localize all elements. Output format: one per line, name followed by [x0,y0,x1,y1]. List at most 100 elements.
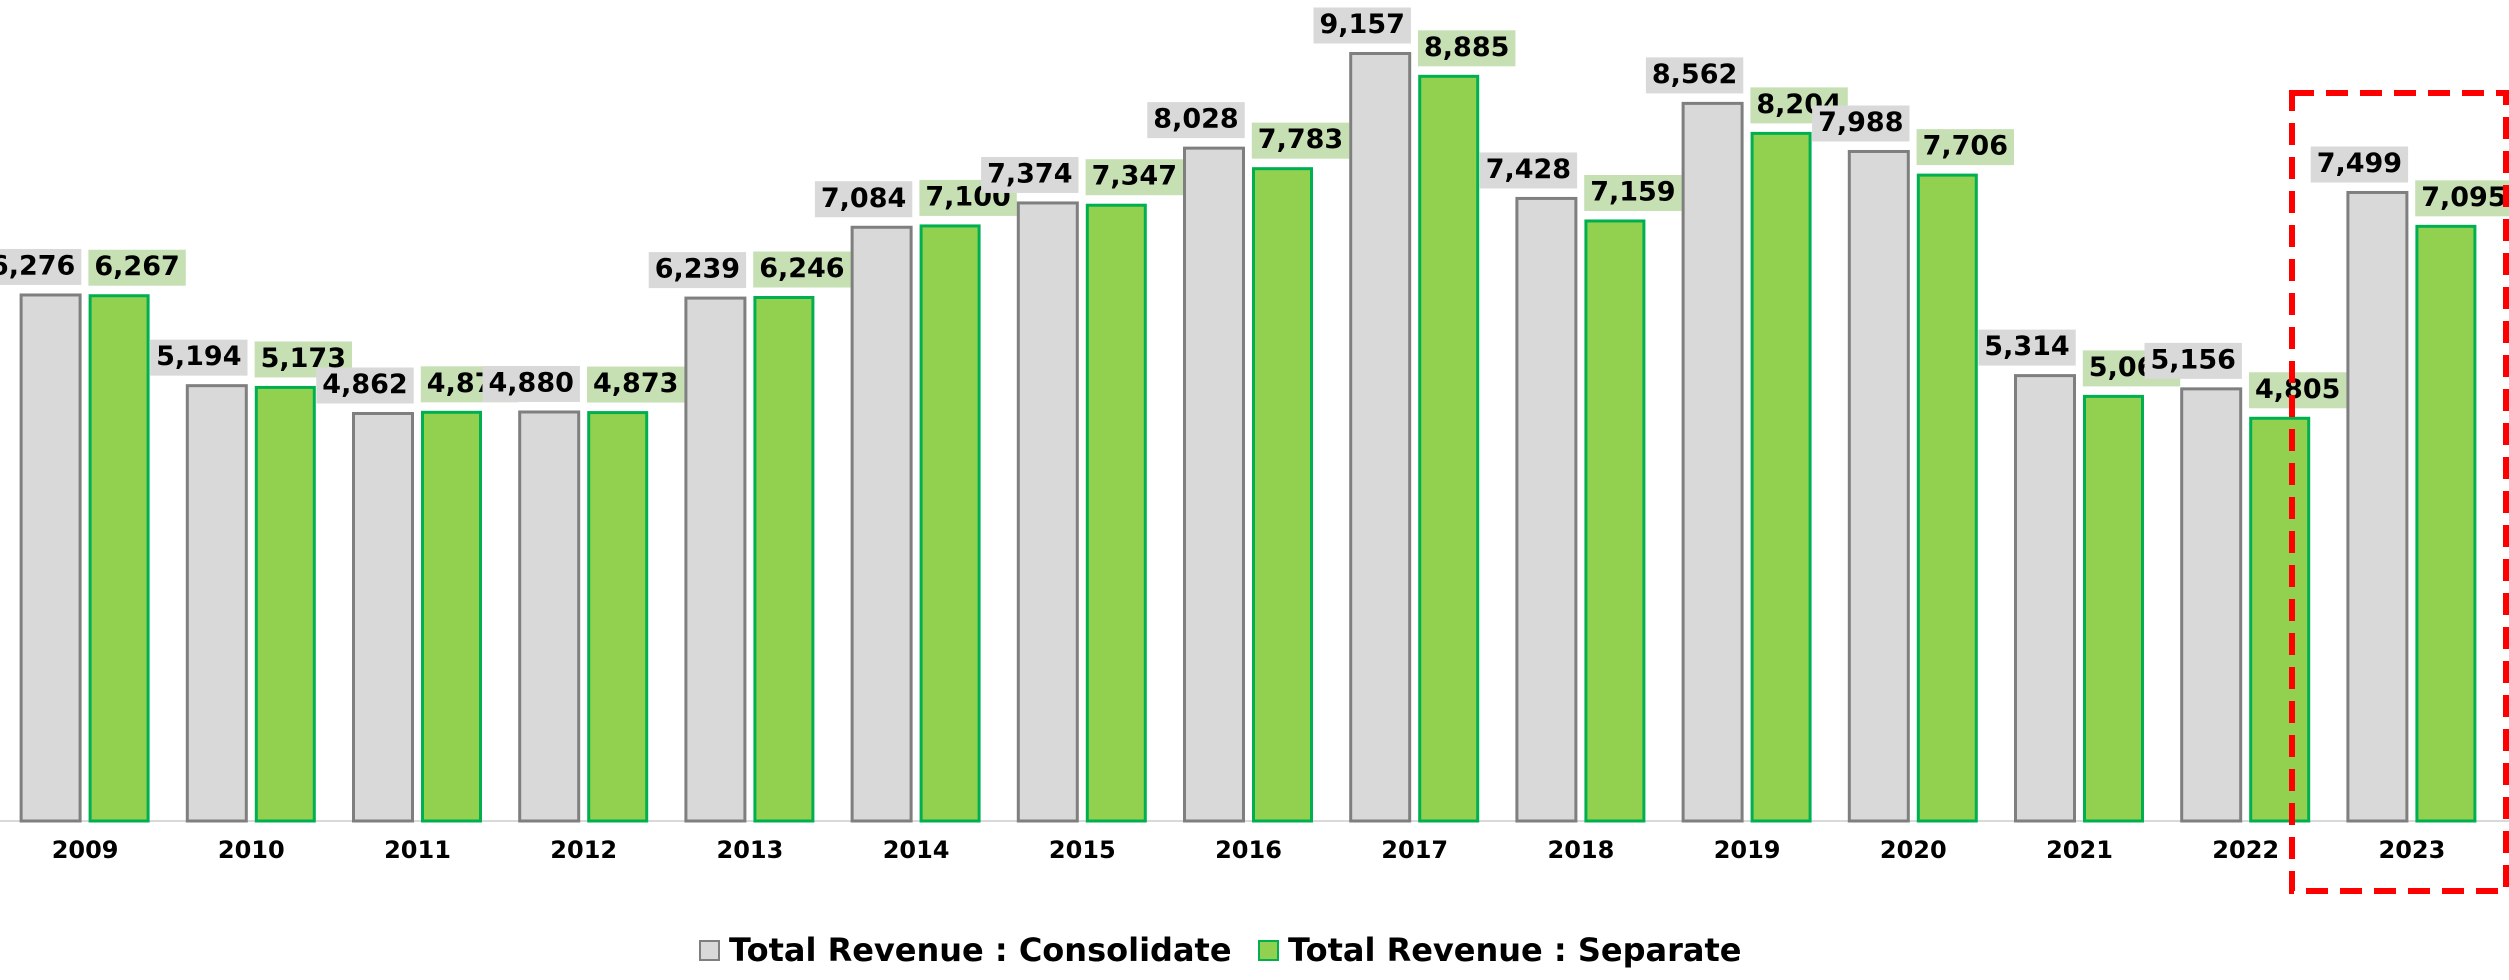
data-label-bg [482,365,580,402]
x-tick-label: 2013 [717,836,784,864]
bar [1515,196,1578,823]
bar [421,410,482,823]
bar [587,411,649,823]
data-label: 7,084 [821,183,906,214]
data-label: 7,159 [1590,176,1675,207]
data-label: 9,157 [1319,9,1404,40]
data-label-bg [1978,329,2076,366]
bar [2083,394,2144,823]
highlight-box [2289,90,2509,894]
data-label: 8,885 [1424,32,1509,63]
data-label-bg [1417,30,1516,67]
data-label-bg [316,367,414,404]
data-label: 7,428 [1486,154,1571,185]
data-label: 4,873 [593,368,678,399]
x-tick-label: 2019 [1714,836,1781,864]
bar [2346,190,2409,823]
bar [1750,131,1812,823]
bar [2249,416,2311,823]
data-label-bg [88,249,186,286]
x-tick-label: 2010 [218,836,285,864]
bar [2415,224,2477,823]
x-tick-label: 2012 [550,836,617,864]
x-tick-label: 2020 [1880,836,1947,864]
data-label: 7,783 [1258,124,1343,155]
bar [919,224,981,823]
data-label: 4,880 [488,367,573,398]
bar [753,295,815,823]
x-tick-label: 2014 [883,836,950,864]
data-label: 4,862 [322,369,407,400]
data-label-bg [2415,180,2509,217]
bar [1016,201,1079,823]
data-label-bg [0,248,82,285]
data-label-bg [1085,159,1184,196]
data-label: 5,194 [156,341,241,372]
data-label-bg [1916,129,2015,166]
data-label: 7,095 [2421,182,2506,213]
bar [1183,146,1245,823]
data-label: 6,267 [94,251,179,282]
x-tick-label: 2017 [1381,836,1448,864]
data-label-bg [1313,7,1411,44]
bar [1085,203,1147,823]
bar [2180,387,2243,823]
data-label: 7,499 [2317,148,2402,179]
bar [850,225,913,823]
data-label: 6,246 [759,253,844,284]
data-label-bg [1147,102,1245,139]
data-label: 6,239 [655,254,740,285]
legend-label: Total Revenue : Separate [1288,931,1741,969]
bar [352,411,414,823]
data-label: 7,374 [987,158,1072,189]
bar [1916,173,1978,823]
bar [1252,167,1313,823]
x-tick-label: 2021 [2046,836,2113,864]
x-tick-label: 2011 [384,836,451,864]
data-label: 7,988 [1818,107,1903,138]
bar [254,385,316,823]
data-label-bg [753,251,851,288]
data-label: 5,314 [1984,331,2069,362]
x-tick-label: 2023 [2379,836,2446,864]
bar [1584,219,1646,823]
x-tick-label: 2015 [1049,836,1116,864]
data-label-bg [1584,174,1682,211]
data-label-bg [814,181,913,218]
bar [88,294,150,823]
data-label-bg [981,156,1079,193]
data-label: 5,156 [2150,344,2235,375]
data-label-bg [1645,57,1744,94]
data-label-bg [1251,122,1350,159]
data-label-bg [586,366,685,403]
data-label-bg [1812,105,1910,142]
data-label: 4,805 [2255,374,2340,405]
data-label: 7,706 [1923,131,2008,162]
data-label: 7,347 [1092,161,1177,192]
legend-label: Total Revenue : Consolidate [729,931,1232,969]
bar [1418,74,1480,823]
bar [1349,52,1412,823]
bar [1847,149,1910,823]
bar [19,293,82,823]
data-label-bg [648,252,747,289]
data-label: 8,028 [1153,104,1238,135]
x-tick-label: 2009 [52,836,119,864]
bar [185,384,248,823]
data-label-bg [2248,372,2347,409]
legend-swatch [1258,940,1279,961]
plot-area: 20096,2766,26720105,1945,17320114,8624,8… [0,7,2509,864]
data-label-bg [2310,146,2409,183]
bar [2014,374,2076,823]
x-tick-label: 2018 [1548,836,1615,864]
data-label: 6,276 [0,250,75,281]
data-label-bg [150,339,248,376]
data-label-bg [2144,342,2242,379]
data-label: 8,562 [1652,59,1737,90]
x-tick-label: 2016 [1215,836,1282,864]
bar [1681,101,1744,823]
bar [684,296,747,823]
legend-swatch [699,940,720,961]
